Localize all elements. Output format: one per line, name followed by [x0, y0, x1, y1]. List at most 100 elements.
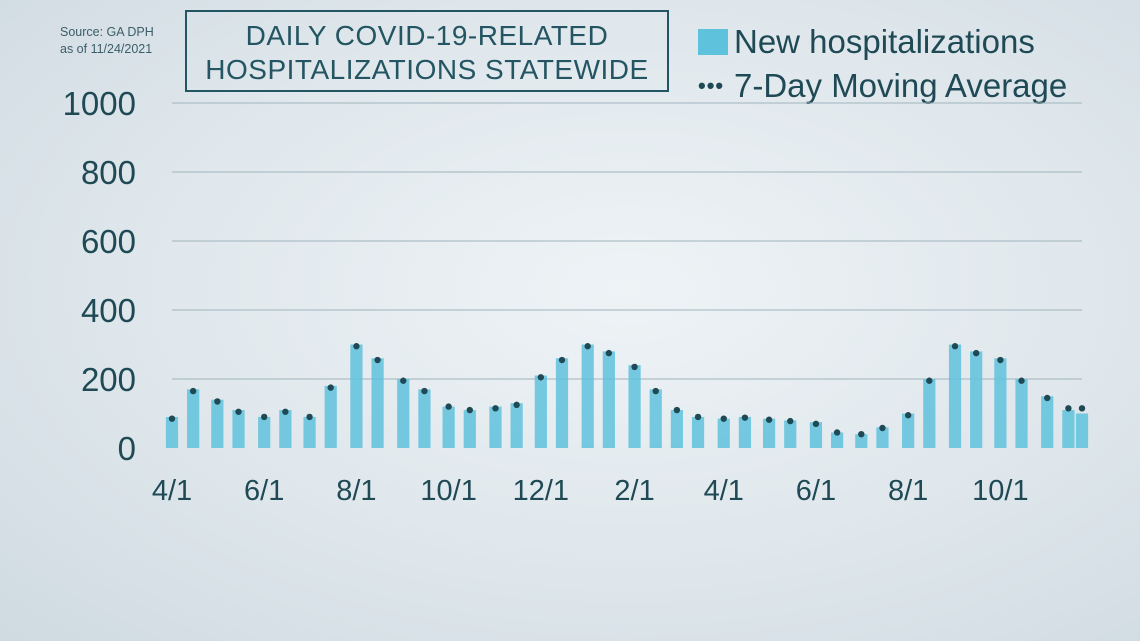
y-tick-label: 0	[118, 430, 136, 467]
average-point	[513, 401, 520, 409]
average-point	[812, 420, 820, 428]
x-tick-label: 6/1	[244, 475, 284, 507]
bar	[994, 358, 1007, 448]
bar	[1015, 379, 1028, 448]
average-point	[972, 349, 980, 357]
bar	[628, 365, 641, 448]
bar	[489, 406, 502, 448]
bar	[165, 416, 179, 448]
bar	[876, 427, 889, 448]
average-point	[951, 343, 959, 350]
bar	[923, 379, 936, 448]
bar	[762, 418, 776, 448]
bar	[187, 389, 200, 448]
legend-label-average: 7-Day Moving Average	[734, 67, 1068, 104]
x-tick-label: 2/1	[614, 475, 654, 507]
y-tick-label: 400	[81, 292, 136, 329]
bar-series	[165, 344, 1089, 448]
bar	[371, 358, 384, 448]
bar	[1041, 396, 1054, 448]
average-point	[466, 406, 473, 414]
x-axis: 4/1 6/1 8/1 10/1 12/1 2/1 4/1 6/1 8/1 10/1	[152, 475, 1029, 507]
bar	[303, 416, 316, 448]
average-point	[558, 356, 566, 364]
bar	[855, 434, 868, 448]
chart-title: DAILY COVID-19-RELATED HOSPITALIZATIONS …	[185, 10, 669, 92]
x-tick-label: 8/1	[888, 475, 928, 507]
average-point	[833, 429, 841, 436]
average-point	[235, 408, 242, 415]
x-tick-label: 12/1	[513, 475, 569, 507]
bar	[397, 379, 410, 448]
y-axis: 0 200 400 600 800 1000	[63, 85, 136, 467]
bar	[510, 403, 523, 448]
y-tick-label: 600	[81, 223, 136, 260]
bar-swatch-icon	[698, 29, 728, 55]
bar	[555, 358, 569, 448]
bar	[691, 416, 705, 448]
bar	[1062, 410, 1075, 448]
average-point	[282, 408, 289, 415]
average-point	[631, 363, 638, 371]
bar	[784, 420, 797, 448]
bar	[602, 351, 615, 448]
bar	[211, 399, 224, 448]
bar	[809, 422, 823, 448]
y-tick-label: 1000	[63, 85, 136, 122]
bar	[649, 389, 662, 448]
bar	[534, 375, 547, 448]
average-point	[421, 387, 428, 395]
bar	[717, 418, 730, 448]
average-point	[168, 415, 176, 422]
bar	[232, 410, 245, 448]
bar	[350, 344, 363, 448]
average-point	[765, 416, 773, 423]
source-note: Source: GA DPH as of 11/24/2021	[60, 24, 154, 58]
x-tick-label: 6/1	[796, 475, 836, 507]
average-point	[926, 377, 933, 384]
average-point	[445, 403, 452, 410]
average-point	[879, 424, 886, 432]
average-point	[997, 356, 1004, 364]
gridlines	[172, 102, 1082, 380]
average-point	[1065, 405, 1072, 412]
bar	[463, 410, 476, 448]
dotted-line-icon: •••	[698, 73, 725, 98]
bar	[902, 413, 915, 448]
average-point	[327, 384, 334, 391]
legend-label-bars: New hospitalizations	[734, 23, 1035, 60]
bar	[258, 416, 271, 448]
average-point	[261, 413, 268, 421]
bar	[442, 406, 455, 448]
x-tick-label: 10/1	[420, 475, 476, 507]
average-point	[306, 413, 313, 421]
average-point	[858, 431, 865, 438]
x-tick-label: 8/1	[336, 475, 376, 507]
average-point	[741, 414, 749, 421]
bar	[1075, 413, 1089, 448]
x-tick-label: 4/1	[704, 475, 744, 507]
average-point	[189, 387, 197, 395]
average-point	[214, 398, 221, 405]
legend: New hospitalizations ••• 7-Day Moving Av…	[698, 20, 1067, 108]
title-line-2: HOSPITALIZATIONS STATEWIDE	[205, 54, 649, 85]
average-point	[400, 377, 407, 384]
average-point	[694, 413, 702, 421]
title-line-1: DAILY COVID-19-RELATED	[245, 20, 609, 51]
bar	[738, 416, 752, 448]
legend-item-bars: New hospitalizations	[698, 20, 1067, 64]
average-point	[652, 387, 659, 395]
average-point	[605, 349, 613, 357]
average-point	[584, 343, 591, 350]
bar	[831, 432, 844, 448]
average-point	[492, 405, 499, 412]
bar	[670, 410, 683, 448]
bar	[948, 344, 962, 448]
bar	[418, 389, 431, 448]
average-point	[673, 406, 681, 414]
bar	[324, 385, 337, 448]
bar	[581, 344, 594, 448]
x-tick-label: 10/1	[972, 475, 1028, 507]
average-point	[720, 415, 727, 422]
